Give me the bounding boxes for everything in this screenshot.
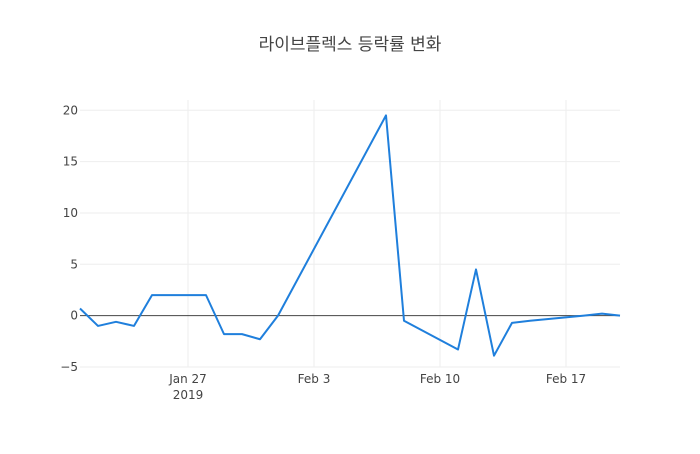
data-point[interactable] xyxy=(77,305,83,311)
data-point[interactable] xyxy=(599,311,605,317)
y-tick-label: −5 xyxy=(60,360,78,374)
series-line xyxy=(79,114,621,357)
data-point[interactable] xyxy=(275,313,281,319)
data-point[interactable] xyxy=(509,320,515,326)
data-point[interactable] xyxy=(491,353,497,359)
grid-lines xyxy=(80,100,620,368)
data-point[interactable] xyxy=(257,336,263,342)
y-tick-label: 15 xyxy=(63,155,78,169)
data-point[interactable] xyxy=(383,112,389,118)
data-point[interactable] xyxy=(401,318,407,324)
data-point[interactable] xyxy=(203,292,209,298)
y-tick-label: 5 xyxy=(70,257,78,271)
data-point[interactable] xyxy=(131,323,137,329)
data-point[interactable] xyxy=(239,331,245,337)
data-point[interactable] xyxy=(149,292,155,298)
data-point[interactable] xyxy=(617,313,623,319)
data-point[interactable] xyxy=(527,318,533,324)
data-point[interactable] xyxy=(221,331,227,337)
y-tick-label: 20 xyxy=(63,103,78,117)
x-tick-label: Feb 10 xyxy=(420,372,460,386)
data-point[interactable] xyxy=(581,313,587,319)
y-tick-label: 0 xyxy=(70,309,78,323)
x-tick-year-label: 2019 xyxy=(173,388,204,402)
series-layer xyxy=(77,112,623,359)
data-point[interactable] xyxy=(113,319,119,325)
x-tick-label: Jan 27 xyxy=(168,372,207,386)
x-tick-label: Feb 3 xyxy=(298,372,331,386)
axes: Jan 27 2019 Feb 3 Feb 10 Feb 17 −5 0 5 10 15 20 xyxy=(60,103,586,402)
y-tick-label: 10 xyxy=(63,206,78,220)
data-point[interactable] xyxy=(95,323,101,329)
chart-title: 라이브플렉스 등락률 변화 xyxy=(259,35,442,55)
x-tick-label: Feb 17 xyxy=(546,372,586,386)
data-point[interactable] xyxy=(455,347,461,353)
data-point[interactable] xyxy=(473,266,479,272)
